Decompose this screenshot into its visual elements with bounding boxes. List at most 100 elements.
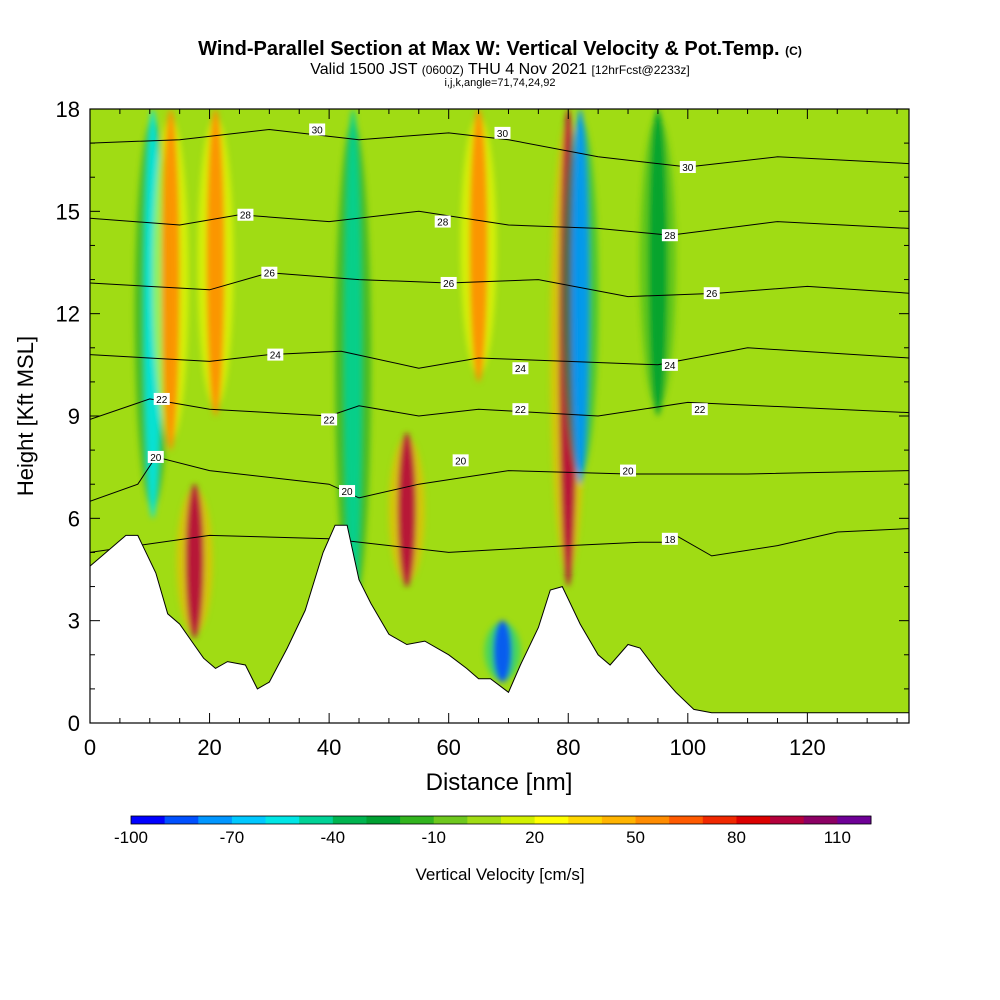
x-tick-label: 100 xyxy=(669,735,706,760)
colorbar-swatch xyxy=(467,816,502,824)
contour-labels: 30 30 30 28 28 28 26 26 26 24 24 24 22 22 22 22 20 20 20 20… xyxy=(147,123,720,546)
colorbar-swatch xyxy=(702,816,737,824)
contour-label: 18 xyxy=(661,532,678,546)
colorbar-tick-label: -10 xyxy=(421,828,446,847)
colorbar-swatch xyxy=(332,816,367,824)
svg-text:26: 26 xyxy=(264,269,276,280)
y-tick-label: 18 xyxy=(56,97,80,122)
svg-text:28: 28 xyxy=(437,218,449,229)
velocity-feature xyxy=(571,109,590,485)
colorbar-tick-label: -70 xyxy=(220,828,245,847)
colorbar-swatch xyxy=(198,816,233,824)
velocity-feature xyxy=(185,484,204,638)
colorbar-tick-label: 20 xyxy=(525,828,544,847)
svg-text:22: 22 xyxy=(324,415,336,426)
y-axis-label: Height [Kft MSL] xyxy=(13,336,38,496)
colorbar-swatch xyxy=(131,816,166,824)
y-tick-label: 12 xyxy=(56,302,80,327)
svg-text:22: 22 xyxy=(515,405,527,416)
chart-title-text: Wind-Parallel Section at Max W: Vertical… xyxy=(198,38,780,60)
contour-label: 20 xyxy=(339,485,356,498)
svg-text:20: 20 xyxy=(622,467,634,478)
x-tick-label: 40 xyxy=(317,735,341,760)
svg-text:20: 20 xyxy=(150,453,162,464)
contour-label: 24 xyxy=(267,348,284,362)
svg-text:26: 26 xyxy=(443,279,455,290)
velocity-feature xyxy=(648,109,667,416)
contour-label: 24 xyxy=(512,362,529,375)
contour-label: 22 xyxy=(691,403,708,416)
x-axis: 0 20 40 60 80 100 120 xyxy=(84,109,898,760)
contour-label: 30 xyxy=(494,126,511,140)
colorbar-swatch xyxy=(568,816,603,824)
valid-time: Valid 1500 JST xyxy=(310,61,418,78)
x-tick-label: 60 xyxy=(436,735,460,760)
colorbar-swatch xyxy=(366,816,401,824)
colorbar-swatch xyxy=(299,816,334,824)
contour-label: 22 xyxy=(153,392,170,406)
velocity-feature xyxy=(397,433,416,587)
colorbar-swatch xyxy=(669,816,704,824)
velocity-feature xyxy=(206,109,225,416)
contour-label: 26 xyxy=(261,266,278,280)
colorbar-swatch xyxy=(601,816,637,824)
contour-label: 24 xyxy=(661,358,678,372)
colorbar-swatch xyxy=(736,816,771,824)
index-line: i,j,k,angle=71,74,24,92 xyxy=(444,77,556,89)
svg-text:28: 28 xyxy=(664,231,676,242)
chart-title-tag: (C) xyxy=(785,44,802,58)
velocity-field xyxy=(90,109,909,723)
chart-title: Wind-Parallel Section at Max W: Vertical… xyxy=(0,38,1000,61)
contour-label: 26 xyxy=(703,287,720,300)
colorbar: -100 -70 -40 -10 20 50 80 110 xyxy=(114,815,872,847)
svg-text:24: 24 xyxy=(270,351,282,362)
colorbar-swatch xyxy=(534,816,569,824)
svg-text:30: 30 xyxy=(682,163,694,174)
colorbar-swatch xyxy=(400,816,435,824)
svg-text:30: 30 xyxy=(312,125,324,136)
contour-label: 20 xyxy=(147,450,164,464)
svg-text:22: 22 xyxy=(156,395,168,406)
terrain-mask xyxy=(90,524,909,723)
y-tick-label: 6 xyxy=(68,506,80,531)
valid-date: THU 4 Nov 2021 xyxy=(467,61,588,78)
colorbar-swatch xyxy=(501,816,536,824)
svg-text:26: 26 xyxy=(706,289,718,300)
velocity-features xyxy=(134,109,676,683)
x-axis-label: Distance [nm] xyxy=(426,769,573,796)
theta-contour xyxy=(90,528,909,557)
colorbar-swatch xyxy=(265,816,300,824)
theta-contour xyxy=(90,347,909,369)
x-tick-label: 80 xyxy=(556,735,580,760)
velocity-feature xyxy=(493,620,512,683)
contour-label: 28 xyxy=(661,229,678,242)
svg-text:28: 28 xyxy=(240,211,252,222)
theta-contour xyxy=(90,128,909,168)
x-tick-label: 20 xyxy=(197,735,221,760)
svg-text:20: 20 xyxy=(455,456,467,467)
chart-valid-line: Valid 1500 JST (0600Z) THU 4 Nov 2021 [1… xyxy=(0,61,1000,79)
theta-contour xyxy=(90,272,909,298)
y-tick-label: 3 xyxy=(68,609,80,634)
contour-label: 20 xyxy=(620,464,637,478)
y-tick-label: 15 xyxy=(56,199,80,224)
theta-contours xyxy=(90,128,909,557)
svg-text:22: 22 xyxy=(694,405,706,416)
colorbar-swatch xyxy=(231,816,267,824)
colorbar-swatch xyxy=(837,816,872,824)
colorbar-swatch xyxy=(433,816,468,824)
svg-text:18: 18 xyxy=(664,535,676,546)
contour-label: 28 xyxy=(237,208,254,222)
valid-zulu: (0600Z) xyxy=(421,63,464,77)
svg-text:20: 20 xyxy=(341,487,353,498)
colorbar-swatch xyxy=(803,816,838,824)
theta-contour xyxy=(90,398,909,420)
contour-label: 30 xyxy=(679,160,696,174)
contour-label: 30 xyxy=(309,123,326,136)
colorbar-swatch xyxy=(164,816,199,824)
velocity-feature xyxy=(469,109,488,382)
contour-label: 20 xyxy=(452,454,469,467)
y-axis: 0 3 6 9 12 15 18 xyxy=(56,97,909,736)
contour-label: 22 xyxy=(512,403,529,416)
svg-text:24: 24 xyxy=(515,364,527,375)
